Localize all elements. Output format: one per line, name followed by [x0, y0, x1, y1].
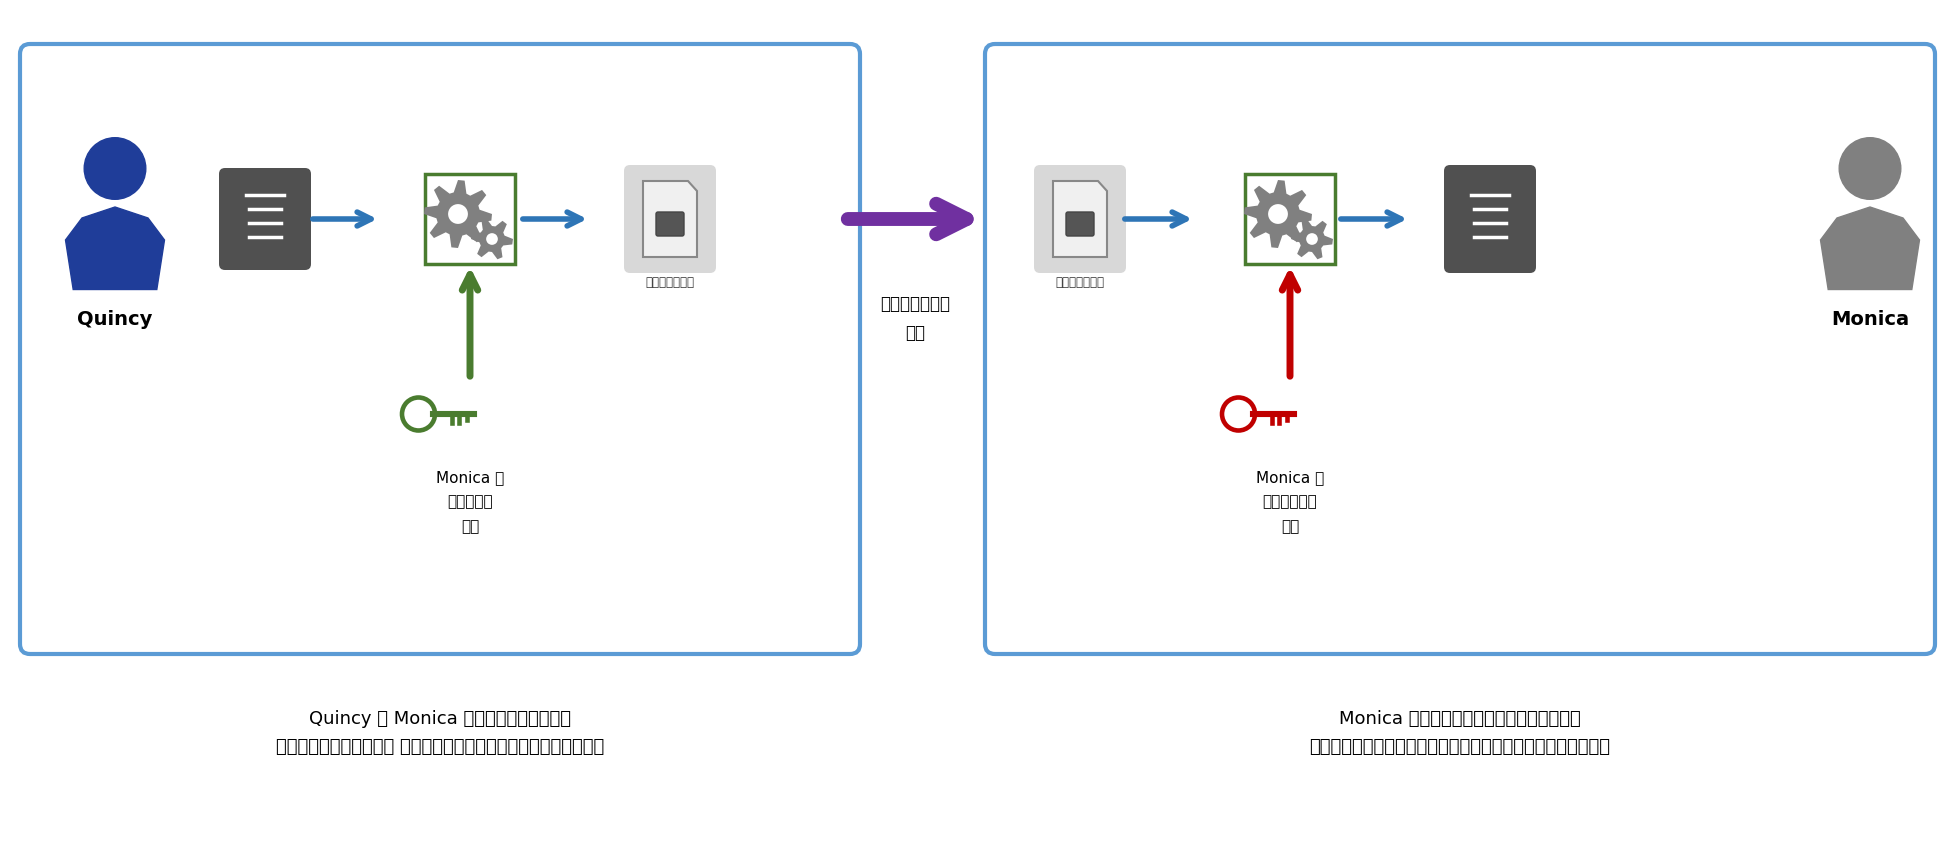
Text: Monica: Monica — [1832, 309, 1910, 329]
Polygon shape — [65, 208, 164, 291]
Polygon shape — [1292, 220, 1333, 260]
Polygon shape — [1245, 181, 1311, 249]
FancyBboxPatch shape — [656, 213, 685, 237]
Text: Monica の
プライベート
キー: Monica の プライベート キー — [1256, 469, 1325, 533]
Circle shape — [1268, 204, 1288, 225]
Polygon shape — [1053, 181, 1108, 257]
Text: 暗号化テキスト: 暗号化テキスト — [1055, 276, 1104, 289]
FancyBboxPatch shape — [219, 169, 311, 271]
FancyBboxPatch shape — [20, 45, 859, 654]
Text: Monica はその暗号化テキストを受け取り、
自分の秘密キーを使用して元のプレーンテキストに戻します。: Monica はその暗号化テキストを受け取り、 自分の秘密キーを使用して元のプレ… — [1309, 709, 1611, 755]
Circle shape — [1840, 139, 1900, 200]
FancyBboxPatch shape — [984, 45, 1935, 654]
Text: プレーンテキスト: プレーンテキスト — [237, 270, 294, 283]
Text: Quincy が Monica の公開キーを使用し、
自分のプレーンテキスト メッセージを暗号化テキストに変えます。: Quincy が Monica の公開キーを使用し、 自分のプレーンテキスト メ… — [276, 709, 605, 755]
Circle shape — [1305, 234, 1317, 245]
Circle shape — [84, 139, 147, 200]
Polygon shape — [425, 181, 491, 249]
Text: プレーンテキスト: プレーンテキスト — [1462, 273, 1519, 285]
FancyBboxPatch shape — [1033, 166, 1125, 273]
FancyBboxPatch shape — [425, 175, 515, 265]
FancyBboxPatch shape — [1067, 213, 1094, 237]
FancyBboxPatch shape — [1245, 175, 1335, 265]
Polygon shape — [1820, 208, 1920, 291]
Polygon shape — [644, 181, 697, 257]
Text: 暗号化テキスト
送信: 暗号化テキスト 送信 — [881, 295, 949, 342]
Polygon shape — [472, 220, 513, 260]
FancyBboxPatch shape — [1444, 166, 1536, 273]
Circle shape — [485, 234, 497, 245]
Text: 暗号化テキスト: 暗号化テキスト — [646, 276, 695, 289]
Text: Monica の
パブリック
キー: Monica の パブリック キー — [436, 469, 505, 533]
FancyBboxPatch shape — [624, 166, 716, 273]
Text: Quincy: Quincy — [78, 309, 153, 329]
Circle shape — [448, 204, 468, 225]
